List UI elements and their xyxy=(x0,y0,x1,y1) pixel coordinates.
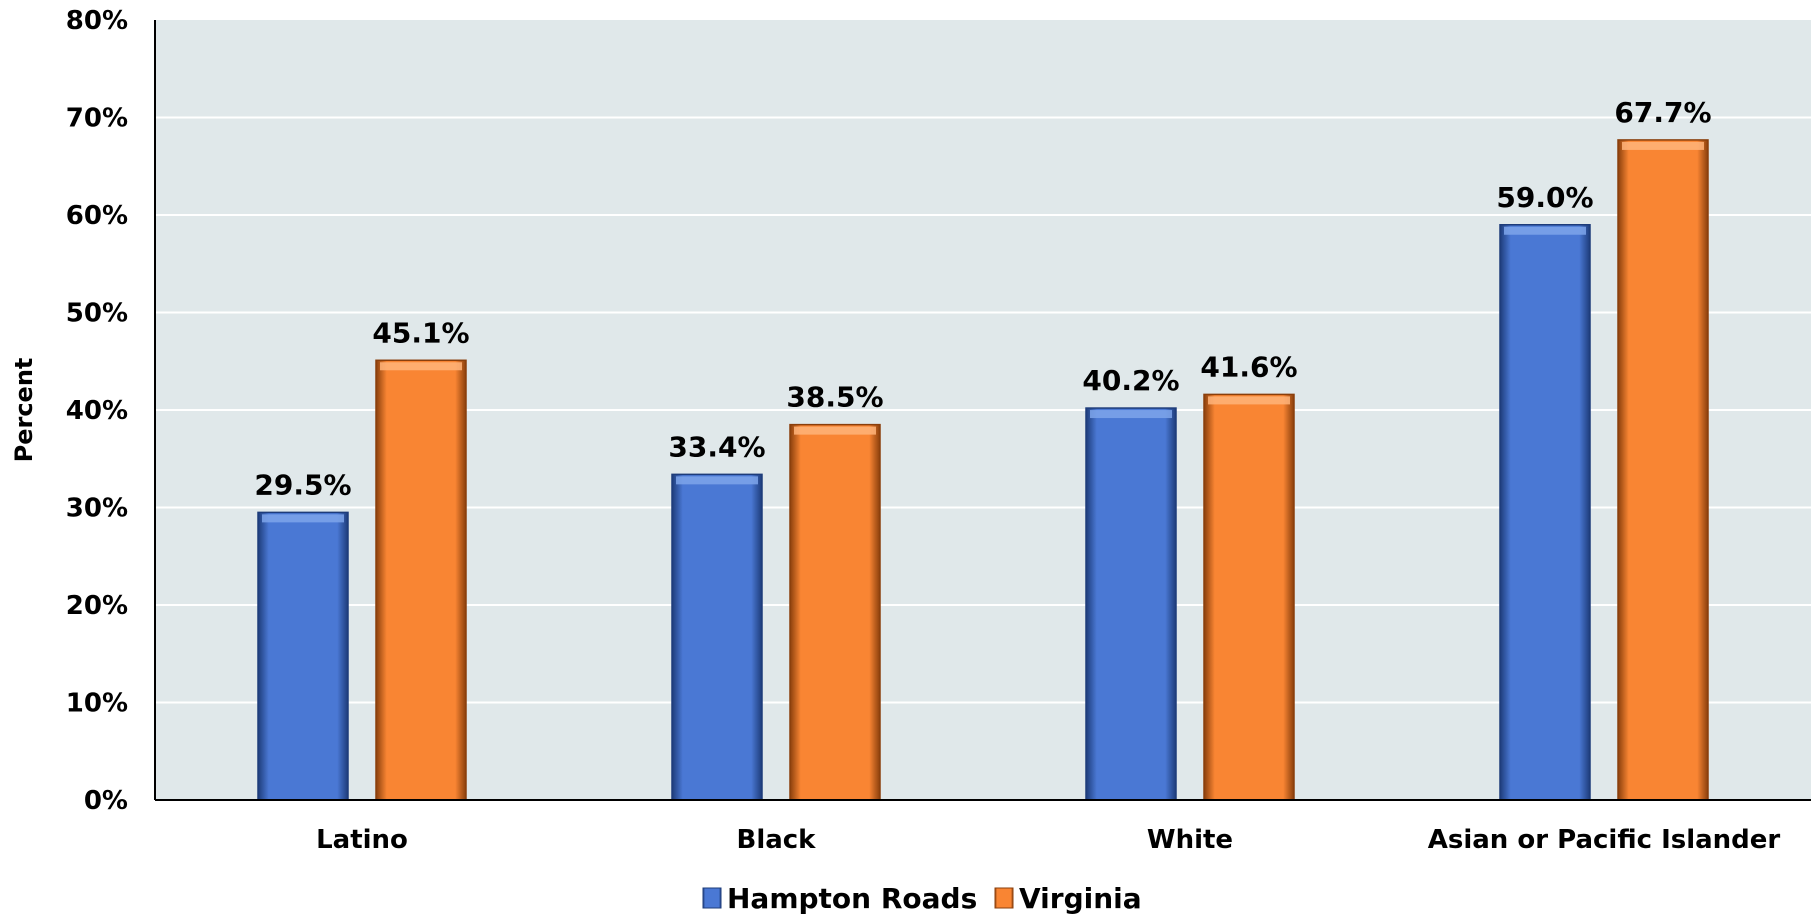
data-label-virginia: 67.7% xyxy=(1614,96,1711,129)
data-label-hampton-roads: 29.5% xyxy=(254,468,351,501)
bar-bevel-hampton-roads xyxy=(1504,226,1586,235)
y-axis-tick-labels: 0% 10% 20% 30% 40% 50% 60% 70% 80% xyxy=(66,6,128,816)
legend-swatch-hampton-roads xyxy=(702,887,722,909)
bars xyxy=(257,139,1709,801)
data-label-virginia: 41.6% xyxy=(1200,350,1297,383)
y-axis-title: Percent xyxy=(10,358,38,463)
bar-hampton-roads xyxy=(1499,224,1591,801)
legend-swatch-virginia xyxy=(994,887,1014,909)
data-label-virginia: 38.5% xyxy=(786,381,883,414)
x-category-label: Black xyxy=(737,825,817,855)
y-tick-label: 10% xyxy=(66,689,128,719)
bar-hampton-roads xyxy=(1085,407,1177,801)
bar-hampton-roads xyxy=(671,473,763,801)
data-label-virginia: 45.1% xyxy=(372,316,469,349)
y-tick-label: 50% xyxy=(66,299,128,329)
y-tick-label: 30% xyxy=(66,494,128,524)
data-label-hampton-roads: 33.4% xyxy=(668,430,765,463)
bar-bevel-hampton-roads xyxy=(676,476,758,485)
data-label-hampton-roads: 40.2% xyxy=(1082,364,1179,397)
x-category-label: Latino xyxy=(316,825,408,855)
y-tick-label: 70% xyxy=(66,104,128,134)
bar-bevel-hampton-roads xyxy=(1090,410,1172,419)
bar-bevel-virginia xyxy=(1208,396,1290,405)
bar-bevel-virginia xyxy=(380,362,462,371)
data-labels: 29.5% 45.1% 33.4% 38.5% 40.2% 41.6% 59.0% 67.7% xyxy=(254,96,1711,501)
bar-virginia xyxy=(1203,393,1295,801)
legend-label-hampton-roads: Hampton Roads xyxy=(727,882,977,915)
x-category-label: Asian or Pacific Islander xyxy=(1428,825,1781,855)
bar-virginia xyxy=(789,423,881,801)
legend-label-virginia: Virginia xyxy=(1019,882,1142,915)
bar-bevel-virginia xyxy=(794,426,876,435)
bar-hampton-roads xyxy=(257,511,349,801)
bar-virginia xyxy=(1617,139,1709,801)
data-label-hampton-roads: 59.0% xyxy=(1496,181,1593,214)
y-tick-label: 0% xyxy=(84,786,128,816)
y-tick-label: 40% xyxy=(66,396,128,426)
y-tick-label: 80% xyxy=(66,6,128,36)
bar-bevel-hampton-roads xyxy=(262,514,344,523)
bar-virginia xyxy=(375,359,467,801)
x-category-label: White xyxy=(1147,825,1233,855)
legend: Hampton Roads Virginia xyxy=(702,882,1142,915)
y-tick-label: 60% xyxy=(66,201,128,231)
y-tick-label: 20% xyxy=(66,591,128,621)
bar-bevel-virginia xyxy=(1622,141,1704,150)
x-axis-category-labels: Latino Black White Asian or Pacific Islande… xyxy=(316,825,1780,855)
